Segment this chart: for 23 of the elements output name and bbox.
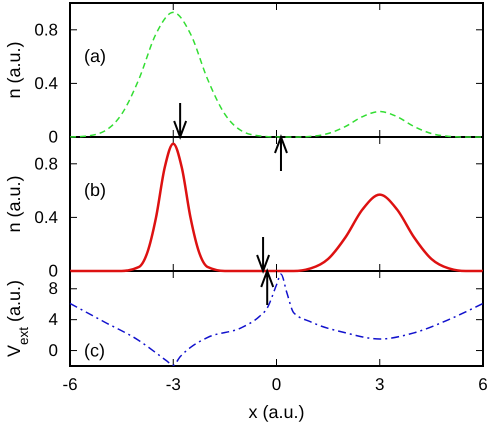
x-tick-label: -3 bbox=[166, 375, 181, 394]
y-tick-label: 0 bbox=[48, 340, 58, 360]
y-tick-label: 8 bbox=[48, 279, 58, 298]
annotation: (a) bbox=[84, 46, 106, 66]
x-tick-label: -6 bbox=[62, 375, 78, 394]
annotation: (c) bbox=[84, 340, 105, 361]
x-axis-title: x (a.u.) bbox=[248, 402, 305, 422]
y-axis-title: n (a.u.) bbox=[4, 175, 24, 233]
y-tick-label: 0.8 bbox=[34, 20, 58, 40]
x-tick-label: 6 bbox=[478, 375, 488, 394]
y-tick-label: 0.8 bbox=[34, 154, 58, 174]
y-tick-label: 0.4 bbox=[34, 74, 58, 93]
y-tick-label: 0 bbox=[48, 261, 58, 280]
y-axis-title: n (a.u.) bbox=[4, 41, 24, 99]
line-series bbox=[68, 142, 484, 272]
line-series bbox=[69, 12, 484, 138]
x-tick-label: 3 bbox=[375, 375, 384, 394]
line-series bbox=[69, 273, 484, 366]
annotation: (b) bbox=[84, 180, 106, 200]
y-tick-label: 4 bbox=[48, 310, 58, 330]
x-tick-label: 0 bbox=[272, 375, 282, 394]
y-tick-label: 0.4 bbox=[34, 208, 58, 227]
y-tick-label: 0 bbox=[48, 127, 58, 146]
